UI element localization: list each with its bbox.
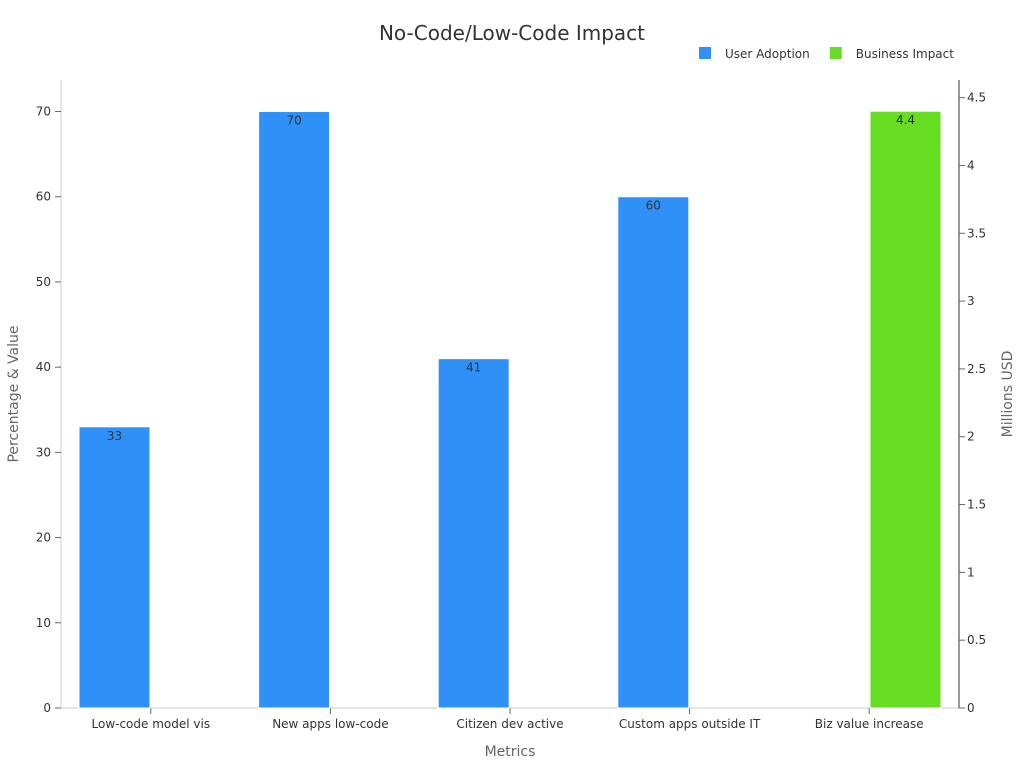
bar [258, 111, 331, 709]
legend-label: Business Impact [856, 47, 955, 61]
y-tick-label: 10 [36, 616, 51, 630]
y2-tick-label: 2 [967, 430, 975, 444]
y2-tick-label: 3 [967, 294, 975, 308]
bar [869, 110, 942, 709]
bar-label: 41 [466, 361, 481, 375]
y-tick-label: 30 [36, 445, 51, 459]
y2-tick-label: 2.5 [967, 362, 986, 376]
y-tick-label: 20 [36, 531, 51, 545]
y2-tick-label: 3.5 [967, 226, 986, 240]
y2-tick-label: 1.5 [967, 498, 986, 512]
y2-tick-label: 0 [967, 701, 975, 715]
y-tick-label: 40 [36, 360, 51, 374]
y2-tick-label: 4 [967, 158, 975, 172]
y2-tick-label: 1 [967, 565, 975, 579]
x-tick-label: New apps low-code [272, 717, 388, 731]
bar [617, 196, 690, 709]
y-tick-label: 70 [36, 105, 51, 119]
bar-label: 33 [107, 429, 122, 443]
y-tick-label: 60 [36, 190, 51, 204]
x-tick-label: Custom apps outside IT [619, 717, 761, 731]
x-axis-label: Metrics [485, 744, 536, 760]
y-tick-label: 50 [36, 275, 51, 289]
legend: User Adoption Business Impact [699, 47, 954, 61]
y2-tick-label: 4.5 [967, 91, 986, 105]
bar [78, 426, 151, 709]
bar [437, 358, 510, 709]
y2-axis-label: Millions USD [1000, 351, 1016, 438]
y-tick-label: 0 [43, 701, 51, 715]
bars: 33 70 41 60 4.4 [78, 110, 942, 709]
y2-tick-label: 0.5 [967, 633, 986, 647]
bar-label: 4.4 [896, 113, 915, 127]
x-tick-label: Citizen dev active [456, 717, 563, 731]
bar-label: 70 [286, 114, 301, 128]
legend-swatch [829, 47, 842, 59]
x-tick-label: Biz value increase [815, 717, 924, 731]
y-axis-label: Percentage & Value [6, 325, 22, 462]
x-tick-label: Low-code model vis [92, 717, 211, 731]
chart-title: No-Code/Low-Code Impact [379, 21, 645, 45]
axes: 0 10 20 30 40 50 60 70 0 0.5 1 1.5 2 2.5 3 3.5 4 4.5 Low-c… [36, 80, 986, 731]
legend-swatch [699, 47, 711, 59]
legend-label: User Adoption [725, 47, 810, 61]
bar-label: 60 [646, 199, 661, 213]
